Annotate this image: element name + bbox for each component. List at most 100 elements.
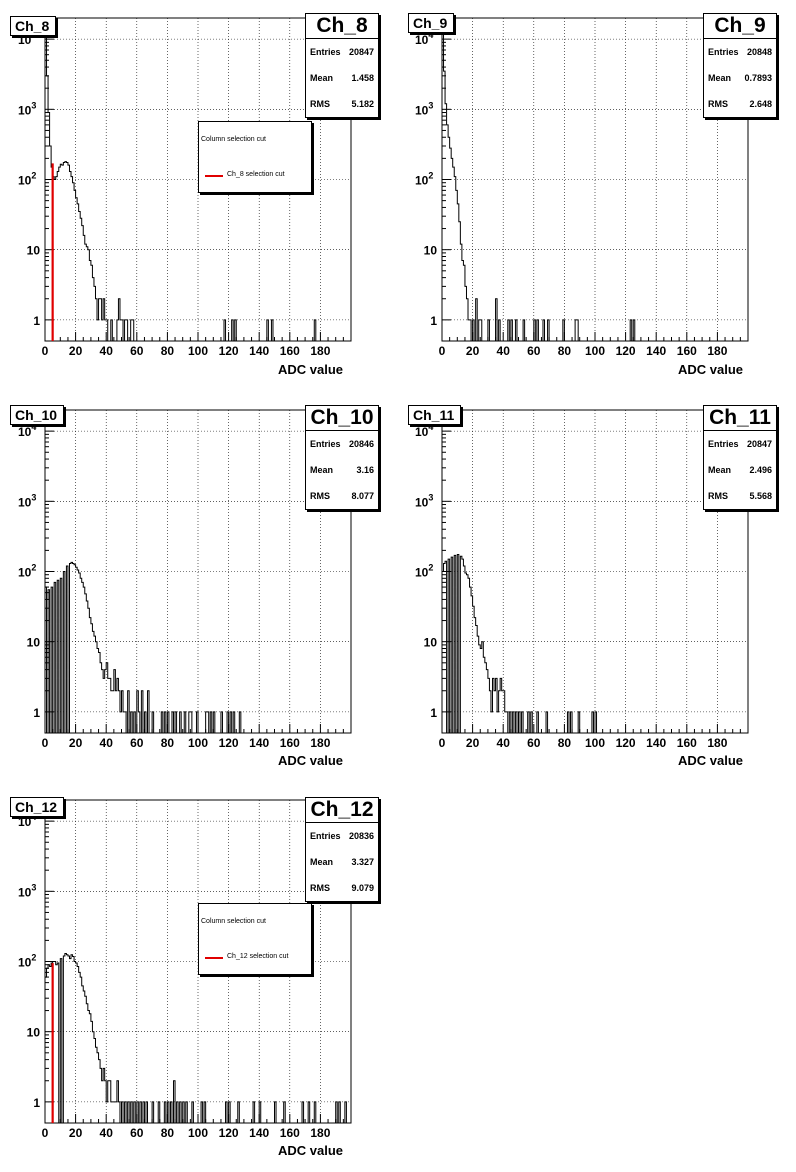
stats-row-entries: Entries 20847 (704, 431, 776, 457)
plot-title: Ch_8 (10, 16, 57, 36)
stats-label: Entries (310, 47, 341, 57)
stats-name: Ch_11 (704, 406, 776, 431)
y-tick-label: 10 (424, 244, 438, 258)
y-tick-label: 103 (18, 100, 36, 117)
x-tick-label: 60 (130, 344, 144, 358)
x-tick-label: 20 (466, 344, 480, 358)
y-tick-label: 1 (430, 706, 437, 720)
stats-row-mean: Mean 2.496 (704, 457, 776, 483)
x-tick-label: 140 (249, 736, 269, 750)
plot-title: Ch_11 (408, 405, 462, 425)
stats-value: 3.16 (356, 465, 374, 475)
plot-title: Ch_10 (10, 405, 65, 425)
x-tick-label: 160 (280, 1126, 300, 1140)
x-tick-label: 180 (310, 344, 330, 358)
stats-name: Ch_9 (704, 14, 776, 39)
x-tick-label: 80 (558, 344, 572, 358)
stats-box: Ch_9 Entries 20848 Mean 0.7893 RMS 2.648 (703, 13, 777, 118)
stats-value: 20848 (746, 47, 772, 57)
histogram-series (441, 553, 598, 734)
x-tick-label: 80 (161, 1126, 175, 1140)
x-tick-label: 80 (161, 344, 175, 358)
stats-label: Entries (708, 439, 739, 449)
stats-label: RMS (310, 883, 330, 893)
y-tick-label: 1 (33, 314, 40, 328)
stats-value: 20847 (746, 439, 772, 449)
x-tick-label: 100 (585, 736, 605, 750)
x-tick-label: 140 (249, 1126, 269, 1140)
stats-label: RMS (310, 491, 330, 501)
stats-row-mean: Mean 3.327 (306, 849, 378, 875)
y-tick-label: 10 (27, 636, 41, 650)
stats-box: Ch_10 Entries 20846 Mean 3.16 RMS 8.077 (305, 405, 379, 510)
stats-label: Entries (310, 439, 341, 449)
x-tick-label: 180 (310, 736, 330, 750)
x-tick-label: 180 (310, 1126, 330, 1140)
x-tick-label: 40 (497, 344, 511, 358)
x-axis-label: ADC value (278, 753, 344, 768)
x-tick-label: 140 (646, 344, 666, 358)
stats-label: Mean (310, 465, 334, 475)
stats-value: 20836 (348, 831, 374, 841)
y-tick-label: 103 (18, 882, 36, 899)
x-axis-label: ADC value (678, 753, 744, 768)
stats-name: Ch_8 (306, 14, 378, 39)
x-tick-label: 20 (69, 344, 83, 358)
x-tick-label: 0 (439, 344, 446, 358)
stats-row-entries: Entries 20847 (306, 39, 378, 65)
x-tick-label: 120 (219, 736, 239, 750)
chart-ch-9: 0 20 40 60 80 100 120 140 160 180 1 10 102 103 104 (415, 17, 749, 358)
legend-entry: Ch_8 selection cut (227, 171, 285, 178)
legend-entry: Ch_12 selection cut (227, 953, 289, 960)
stats-row-rms: RMS 8.077 (306, 483, 378, 509)
x-tick-label: 180 (707, 344, 727, 358)
stats-row-rms: RMS 2.648 (704, 91, 776, 117)
x-tick-label: 60 (527, 736, 541, 750)
y-tick-label: 102 (18, 953, 36, 970)
stats-label: Mean (708, 73, 732, 83)
legend-header: Column selection cut (201, 136, 266, 143)
x-tick-label: 60 (130, 736, 144, 750)
stats-row-entries: Entries 20848 (704, 39, 776, 65)
chart-ch-11: 0 20 40 60 80 100 120 140 160 180 1 10 102 103 104 (415, 409, 749, 750)
x-tick-label: 120 (616, 344, 636, 358)
y-tick-label: 104 (415, 422, 433, 439)
stats-label: Entries (708, 47, 739, 57)
legend-header: Column selection cut (201, 918, 266, 925)
stats-row-entries: Entries 20846 (306, 431, 378, 457)
x-tick-label: 160 (677, 736, 697, 750)
legend: Column selection cut Ch_8 selection cut (198, 121, 312, 193)
x-tick-label: 0 (42, 1126, 49, 1140)
stats-label: Entries (310, 831, 341, 841)
x-tick-label: 80 (161, 736, 175, 750)
stats-box: Ch_11 Entries 20847 Mean 2.496 RMS 5.568 (703, 405, 777, 510)
stats-label: RMS (708, 99, 728, 109)
x-tick-label: 20 (69, 736, 83, 750)
stats-row-rms: RMS 5.182 (306, 91, 378, 117)
stats-label: Mean (310, 73, 334, 83)
y-tick-label: 104 (415, 30, 433, 47)
x-tick-label: 40 (497, 736, 511, 750)
x-tick-label: 40 (100, 1126, 114, 1140)
histogram-series (44, 953, 347, 1124)
x-tick-label: 160 (280, 344, 300, 358)
stats-value: 5.182 (351, 99, 374, 109)
stats-label: RMS (708, 491, 728, 501)
stats-value: 2.648 (749, 99, 772, 109)
stats-name: Ch_12 (306, 798, 378, 823)
stats-row-rms: RMS 9.079 (306, 875, 378, 901)
stats-row-rms: RMS 5.568 (704, 483, 776, 509)
x-tick-label: 160 (677, 344, 697, 358)
x-tick-label: 120 (219, 1126, 239, 1140)
stats-box: Ch_8 Entries 20847 Mean 1.458 RMS 5.182 (305, 13, 379, 118)
x-tick-label: 0 (439, 736, 446, 750)
y-tick-label: 10 (27, 1026, 41, 1040)
stats-value: 20846 (348, 439, 374, 449)
x-tick-label: 120 (219, 344, 239, 358)
y-tick-label: 10 (27, 244, 41, 258)
stats-value: 2.496 (749, 465, 772, 475)
x-tick-label: 0 (42, 344, 49, 358)
histogram-series (44, 26, 317, 342)
x-tick-label: 180 (707, 736, 727, 750)
stats-label: Mean (708, 465, 732, 475)
